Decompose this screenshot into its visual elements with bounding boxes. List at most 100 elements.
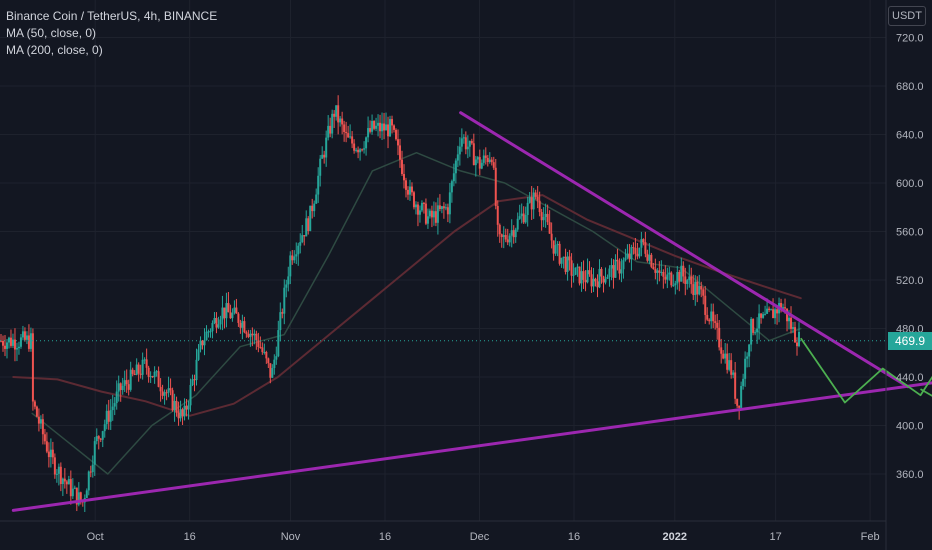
candle-body — [670, 272, 673, 286]
candle-body — [23, 331, 26, 340]
candle-body — [323, 154, 326, 158]
candle-body — [333, 113, 336, 117]
time-tick-label: Feb — [861, 531, 880, 543]
candle-body — [578, 266, 581, 284]
candle-body — [283, 287, 286, 314]
candle-body — [135, 364, 138, 375]
candle-body — [389, 119, 392, 137]
candle-body — [287, 276, 290, 285]
ma200-legend[interactable]: MA (200, close, 0) — [6, 43, 103, 57]
candle-body — [113, 403, 116, 407]
candle-body — [460, 138, 463, 147]
candle-body — [636, 253, 639, 257]
candle-body — [189, 385, 192, 406]
candle-body — [21, 331, 24, 338]
candle-body — [782, 307, 785, 309]
candle-body — [5, 342, 8, 349]
candle-body — [406, 189, 409, 195]
candle-body — [335, 105, 338, 117]
candle-body — [596, 281, 599, 288]
candle-body — [798, 332, 800, 347]
candle-body — [600, 268, 603, 277]
time-tick-label: Nov — [281, 531, 301, 543]
price-axis[interactable]: 720.0680.0640.0600.0560.0520.0480.0440.0… — [896, 33, 924, 482]
currency-button[interactable]: USDT — [888, 6, 926, 26]
candle-body — [698, 286, 701, 295]
candle-body — [606, 276, 609, 279]
candle-body — [63, 478, 66, 482]
candle-body — [247, 333, 250, 337]
candle-body — [534, 192, 537, 197]
candle-body — [524, 214, 527, 223]
candle-body — [464, 137, 467, 150]
candle-body — [510, 230, 513, 236]
candle-body — [452, 173, 455, 182]
candle-body — [159, 386, 162, 392]
candle-body — [414, 204, 417, 208]
time-tick-label: 16 — [184, 531, 196, 543]
candle-body — [107, 410, 110, 422]
candle-body — [105, 410, 108, 425]
time-axis[interactable]: Oct16Nov16Dec16202217Feb16Mar — [87, 531, 932, 543]
grid-lines — [0, 0, 886, 521]
candle-body — [536, 196, 539, 201]
ma50-legend[interactable]: MA (50, close, 0) — [6, 26, 97, 40]
candle-body — [261, 347, 264, 353]
candle-body — [708, 319, 711, 322]
candle-body — [173, 400, 176, 411]
candle-body — [772, 309, 775, 319]
candle-body — [339, 118, 342, 123]
candle-body — [498, 224, 501, 235]
candle-body — [402, 174, 405, 181]
candle-body — [546, 213, 549, 223]
candle-body — [145, 359, 148, 368]
candle-body — [440, 206, 443, 210]
candle-body — [588, 270, 591, 275]
candle-body — [151, 376, 154, 378]
candle-body — [143, 359, 146, 361]
candle-body — [193, 379, 196, 381]
candle-body — [434, 211, 437, 223]
symbol-title[interactable]: Binance Coin / TetherUS, 4h, BINANCE — [6, 9, 218, 23]
candle-body — [47, 451, 50, 458]
candle-body — [680, 265, 683, 282]
candle-body — [347, 133, 350, 138]
price-tick-label: 600.0 — [896, 178, 924, 190]
candle-body — [672, 285, 675, 287]
candle-body — [231, 312, 234, 319]
time-tick-label: Oct — [87, 531, 104, 543]
candle-body — [450, 181, 453, 193]
candle-body — [203, 340, 206, 346]
candle-body — [319, 158, 322, 176]
candle-body — [367, 128, 370, 138]
candle-body — [141, 359, 144, 375]
candle-body — [722, 353, 725, 359]
candle-body — [548, 222, 551, 234]
candle-body — [724, 353, 727, 359]
candle-body — [377, 122, 380, 126]
candle-body — [594, 278, 597, 282]
candle-body — [69, 479, 72, 497]
candle-body — [518, 216, 521, 219]
candle-body — [169, 388, 172, 391]
candle-body — [632, 247, 635, 249]
trendlines[interactable] — [11, 111, 932, 512]
candlestick-series[interactable] — [0, 95, 800, 512]
candle-body — [371, 120, 374, 132]
candle-body — [752, 318, 755, 333]
candle-body — [580, 271, 583, 284]
candle-body — [211, 322, 214, 332]
candle-body — [666, 274, 669, 280]
candle-body — [99, 438, 102, 440]
candle-body — [27, 335, 30, 349]
candle-body — [796, 342, 799, 347]
candle-body — [610, 265, 613, 269]
projection-arrows[interactable] — [800, 222, 932, 507]
candle-body — [39, 419, 42, 424]
candle-body — [223, 307, 226, 319]
candle-body — [428, 210, 431, 217]
candle-body — [191, 379, 194, 386]
candle-body — [496, 205, 499, 225]
candle-body — [369, 128, 372, 132]
